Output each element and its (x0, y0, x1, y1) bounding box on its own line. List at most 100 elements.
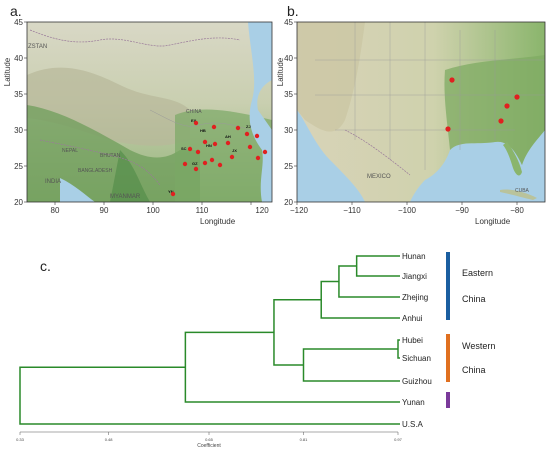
leaf-label: U.S.A (402, 420, 424, 429)
site-marker (247, 144, 253, 150)
site-code: AH (225, 134, 231, 139)
leaf-label: Sichuan (402, 354, 431, 363)
site-code: ZJ (246, 124, 251, 129)
place-label: CUBA (515, 188, 530, 194)
site-code: EX (191, 118, 197, 123)
site-marker (514, 94, 520, 100)
y-tick-label: 35 (284, 90, 293, 99)
site-marker (170, 191, 176, 197)
x-tick-label: 120 (255, 206, 269, 215)
site-marker (225, 140, 231, 146)
y-tick-label: 25 (284, 162, 293, 171)
site-marker (193, 166, 199, 172)
china-sample-sites (170, 120, 268, 197)
dendrogram-branch (19, 366, 400, 425)
site-marker (193, 120, 199, 126)
group-label-western-1: Western (462, 341, 495, 351)
dendrogram-branch (397, 339, 400, 359)
group-bar (446, 252, 450, 320)
leaf-label: Guizhou (402, 377, 432, 386)
x-tick-label: 0.33 (16, 437, 25, 442)
x-tick-label: 90 (100, 206, 109, 215)
x-tick-label: −90 (455, 206, 469, 215)
x-tick-label: −120 (290, 206, 309, 215)
y-tick-label: 40 (14, 54, 23, 63)
site-marker (182, 161, 188, 167)
site-marker (202, 160, 208, 166)
place-label: MEXICO (367, 174, 391, 180)
dendrogram: Hunan Jiangxi Zhejing Anhui Hubei Sichuan Guiz… (16, 252, 495, 449)
x-tick-label: 0.65 (205, 437, 214, 442)
site-marker (212, 141, 218, 147)
site-marker (195, 149, 201, 155)
x-tick-label: −110 (343, 206, 361, 215)
leaf-label: Jiangxi (402, 272, 427, 281)
place-label: NEPAL (62, 148, 78, 154)
leaf-label: Hunan (402, 252, 426, 261)
panel-label-c: c. (40, 258, 51, 274)
dendrogram-branch (273, 299, 322, 366)
usa-sample-sites (445, 77, 520, 132)
group-bar (446, 334, 450, 382)
panel-label-b: b. (287, 3, 299, 19)
x-tick-label: 110 (196, 206, 209, 215)
site-marker (187, 146, 193, 152)
site-marker (217, 162, 223, 168)
site-marker (229, 154, 235, 160)
leaf-label: Anhui (402, 314, 423, 323)
site-code: HB (200, 128, 206, 133)
site-marker (262, 149, 268, 155)
y-tick-label: 30 (284, 126, 293, 135)
site-code: YN (168, 189, 174, 194)
y-tick-label: 45 (14, 18, 23, 27)
panel-label-a: a. (10, 3, 22, 19)
map-usa: MEXICO CUBA −120 −110 −100 −90 −80 20 25… (276, 18, 546, 226)
place-label: BANGLADESH (78, 168, 113, 174)
site-marker (255, 155, 261, 161)
map-china: ZSTAN CHINA NEPAL BHUTAN INDIA BANGLADES… (3, 18, 273, 226)
place-label: CHINA (186, 109, 202, 115)
x-tick-label: −80 (510, 206, 524, 215)
dendrogram-branch (320, 280, 400, 319)
site-marker (254, 133, 260, 139)
place-label: BHUTAN (100, 153, 121, 159)
y-tick-label: 45 (284, 18, 293, 27)
site-code: JX (232, 148, 237, 153)
site-marker (235, 125, 241, 131)
x-tick-label: 0.81 (300, 437, 309, 442)
dendrogram-branch (302, 348, 400, 382)
x-axis-label: Longitude (200, 217, 236, 226)
x-tick-label: 0.97 (394, 437, 403, 442)
group-label-western-2: China (462, 365, 486, 375)
dendrogram-branch (184, 331, 400, 403)
y-tick-label: 20 (284, 198, 293, 207)
leaf-label: Hubei (402, 336, 423, 345)
x-axis-label: Longitude (475, 217, 511, 226)
group-label-eastern-2: China (462, 294, 486, 304)
site-code: SC (181, 146, 187, 151)
place-label: ZSTAN (28, 44, 47, 50)
y-axis-label: Latitude (3, 57, 12, 86)
site-code: GZ (192, 161, 198, 166)
site-marker (449, 77, 455, 83)
site-marker (445, 126, 451, 132)
site-marker (202, 139, 208, 145)
x-tick-label: 100 (146, 206, 160, 215)
y-tick-label: 20 (14, 198, 23, 207)
y-axis-label: Latitude (276, 57, 285, 86)
leaf-label: Zhejing (402, 293, 428, 302)
site-marker (504, 103, 510, 109)
y-tick-label: 35 (14, 90, 23, 99)
y-tick-label: 25 (14, 162, 23, 171)
leaf-label: Yunan (402, 398, 425, 407)
site-marker (244, 131, 250, 137)
group-bar (446, 392, 450, 408)
group-label-eastern-1: Eastern (462, 268, 493, 278)
x-tick-label: 0.48 (105, 437, 114, 442)
place-label: INDIA (45, 179, 61, 185)
dendrogram-branch (338, 265, 400, 298)
site-marker (209, 157, 215, 163)
y-tick-label: 30 (14, 126, 23, 135)
site-marker (211, 124, 217, 130)
x-tick-label: 80 (51, 206, 60, 215)
